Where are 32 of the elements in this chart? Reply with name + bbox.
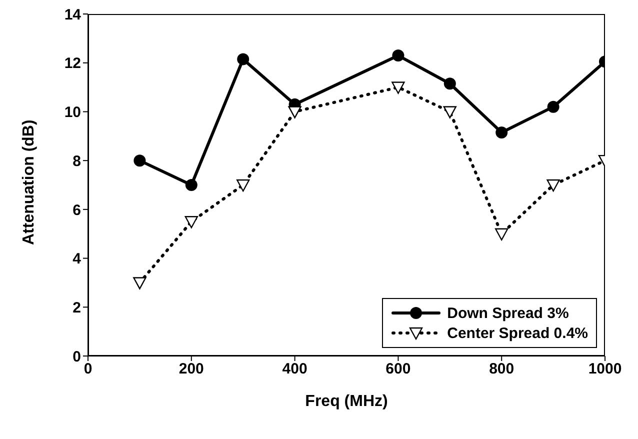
- point: [184, 216, 198, 228]
- y-tick-label: 8: [72, 152, 81, 170]
- point: [392, 82, 405, 94]
- x-axis-title: Freq (MHz): [305, 393, 388, 410]
- x-tick-label: 200: [178, 360, 204, 378]
- point: [236, 179, 250, 192]
- point: [134, 154, 146, 167]
- y-tick-label: 4: [72, 250, 82, 268]
- point: [185, 179, 198, 191]
- y-tick-label: 6: [72, 202, 81, 219]
- point: [237, 53, 250, 66]
- point: [495, 228, 508, 240]
- point: [496, 126, 508, 138]
- point: [392, 50, 404, 62]
- y-tick-label: 0: [72, 348, 81, 366]
- point: [546, 179, 560, 192]
- y-tick-label: 14: [64, 6, 82, 24]
- point: [443, 106, 456, 118]
- x-tick-label: 1000: [588, 360, 622, 378]
- point: [547, 100, 560, 113]
- y-tick-label: 10: [64, 104, 81, 122]
- point: [133, 277, 146, 290]
- point: [288, 106, 302, 118]
- legend-label: Center Spread 0.4%: [447, 324, 588, 342]
- legend-label: Down Spread 3%: [447, 304, 569, 322]
- y-axis-title: Attenuation (dB): [20, 120, 38, 245]
- point: [444, 78, 456, 90]
- x-tick-label: 800: [489, 360, 514, 378]
- x-tick-label: 400: [282, 360, 308, 378]
- y-tick-label: 12: [64, 55, 81, 72]
- x-tick-label: 600: [386, 360, 411, 378]
- y-tick-label: 2: [72, 299, 81, 316]
